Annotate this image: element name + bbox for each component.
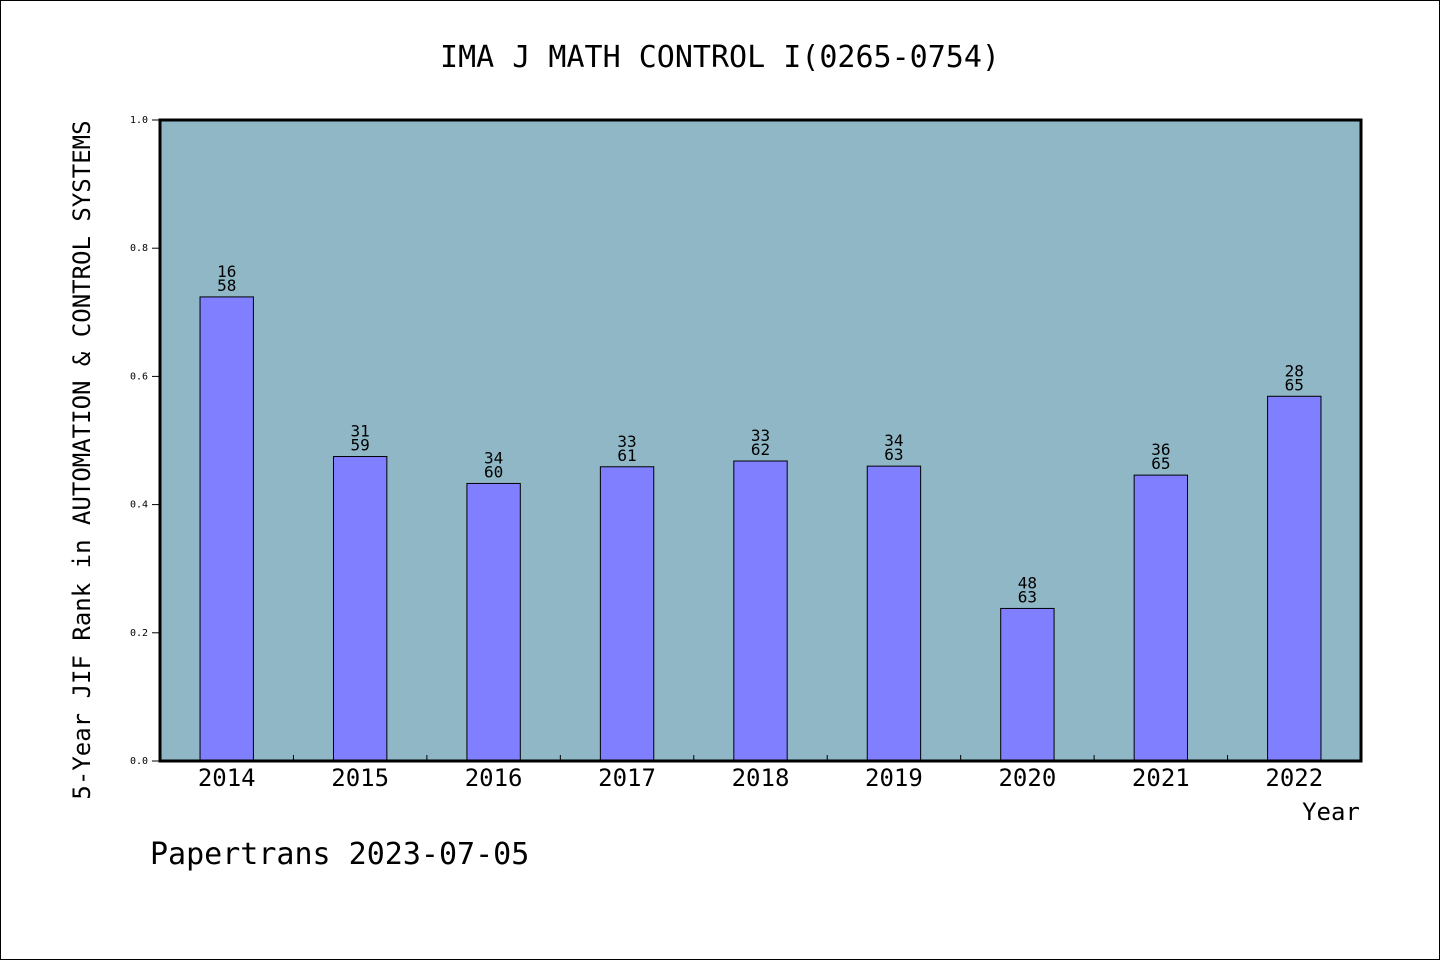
bars-layer	[199, 296, 1322, 762]
bar-2018	[733, 460, 788, 762]
bar-label-rank-2017: 33	[617, 432, 636, 451]
bar-label-rank-2019: 34	[884, 431, 903, 450]
bar-2017	[599, 466, 655, 762]
bar-2020	[1000, 607, 1055, 762]
bar-label-total-2019: 63	[884, 445, 903, 464]
x-tick-label-2021: 2021	[1132, 764, 1190, 792]
y-tick-label: 0.4	[130, 500, 148, 511]
bar-label-rank-2021: 36	[1151, 440, 1170, 459]
bar-label-total-2022: 65	[1285, 375, 1304, 394]
x-axis: 2014 2015 2016 2017 2018 2019 2020 2021 2022	[198, 755, 1323, 792]
y-axis: 0.0 0.2 0.4 0.6 0.8 1.0	[130, 115, 160, 767]
bar-label-total-2014: 58	[217, 276, 236, 295]
bar-label-rank-2015: 31	[351, 422, 370, 441]
y-tick-label: 0.8	[130, 243, 148, 254]
bar-label-total-2021: 65	[1151, 454, 1170, 473]
bar-2019	[866, 465, 922, 762]
bar-2014	[199, 296, 254, 762]
x-tick-label-2016: 2016	[465, 764, 523, 792]
bar-label-total-2018: 62	[751, 440, 770, 459]
y-tick-label: 0.6	[130, 371, 148, 382]
x-axis-label: Year	[1302, 798, 1360, 826]
y-tick-label: 0.0	[130, 756, 148, 767]
x-tick-label-2014: 2014	[198, 764, 256, 792]
bar-label-rank-2022: 28	[1285, 361, 1304, 380]
bar-2015	[332, 456, 388, 762]
bar-label-total-2017: 61	[617, 446, 636, 465]
bar-2021	[1133, 474, 1189, 762]
x-tick-label-2015: 2015	[331, 764, 389, 792]
y-tick-label: 1.0	[130, 115, 148, 126]
footer-credit: Papertrans 2023-07-05	[150, 837, 529, 872]
x-tick-label-2019: 2019	[865, 764, 923, 792]
bar-label-rank-2016: 34	[484, 448, 503, 467]
bar-label-total-2015: 59	[351, 436, 370, 455]
x-tick-label-2020: 2020	[998, 764, 1056, 792]
chart-title: IMA J MATH CONTROL I(0265-0754)	[440, 40, 1000, 75]
bar-2022	[1267, 395, 1322, 762]
bar-label-total-2016: 60	[484, 462, 503, 481]
bar-2016	[466, 482, 521, 762]
bar-label-rank-2018: 33	[751, 426, 770, 445]
y-tick-label: 0.2	[130, 628, 148, 639]
bar-label-rank-2014: 16	[217, 262, 236, 281]
x-tick-label-2022: 2022	[1265, 764, 1323, 792]
x-tick-label-2017: 2017	[598, 764, 656, 792]
bar-label-total-2020: 63	[1018, 587, 1037, 606]
x-tick-label-2018: 2018	[732, 764, 790, 792]
plot-border	[158, 118, 1363, 763]
y-axis-label: 5-Year JIF Rank in AUTOMATION & CONTROL …	[68, 120, 96, 799]
bar-label-rank-2020: 48	[1018, 573, 1037, 592]
